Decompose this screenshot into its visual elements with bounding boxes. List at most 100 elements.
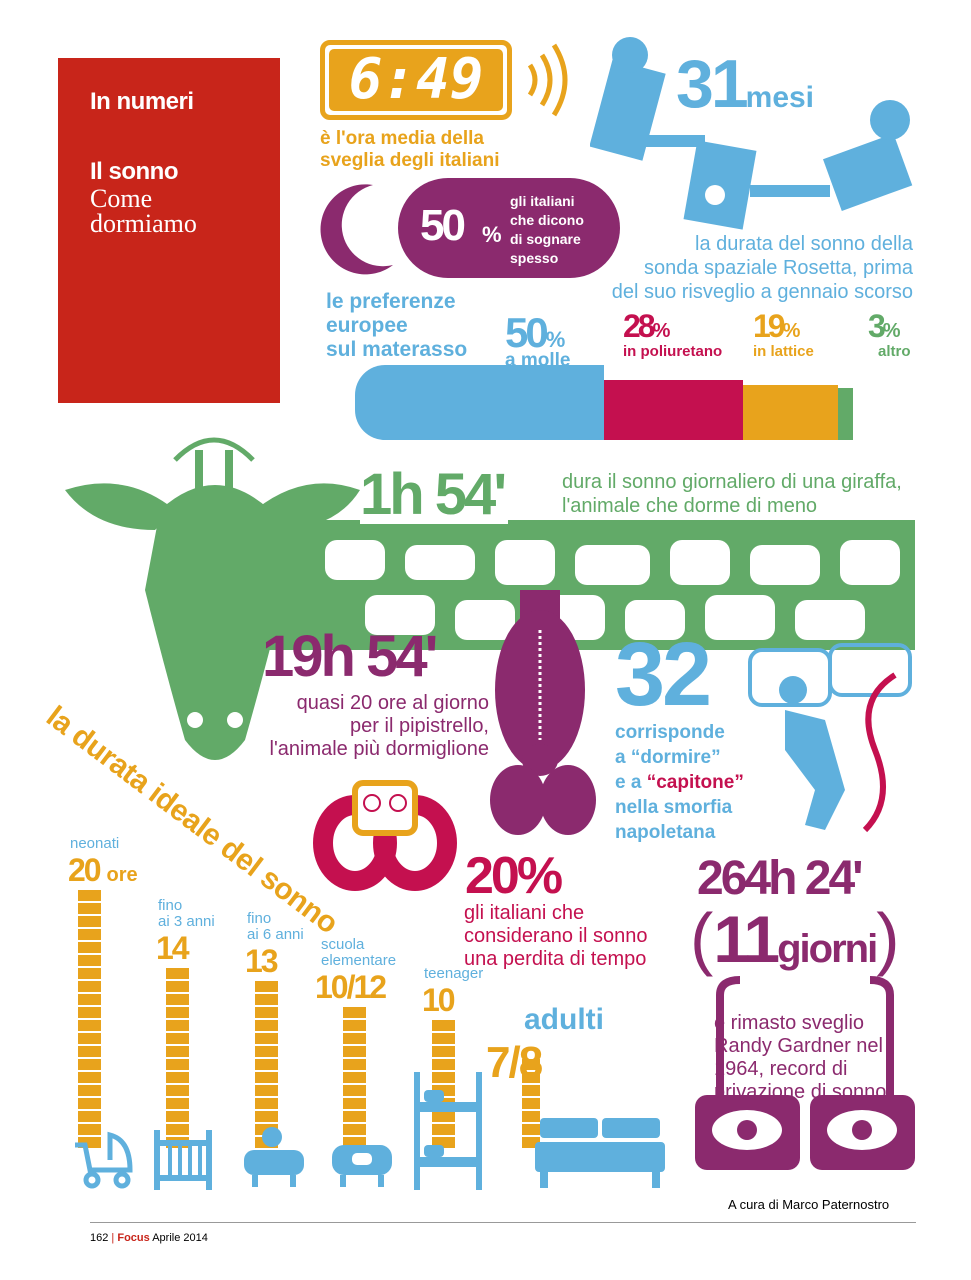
hour-block: [78, 994, 101, 1005]
rosetta-probe-icon: [590, 37, 913, 230]
hour-block: [78, 890, 101, 901]
bat-text: quasi 20 ore al giorno per il pipistrello…: [269, 692, 490, 760]
hour-block: [78, 942, 101, 953]
rosetta-text: la durata del sonno della sonda spaziale …: [611, 233, 913, 303]
mattress-segment: [604, 380, 744, 440]
dreams-unit: %: [482, 222, 502, 247]
double-bed-icon: [535, 1118, 665, 1188]
hour-block: [78, 916, 101, 927]
hour-block: [166, 1020, 189, 1031]
hour-block: [255, 1046, 278, 1057]
mattress-springs: 50% a molle: [505, 309, 571, 372]
mattress-segment: [838, 388, 853, 440]
giraffe-icon: [65, 437, 915, 760]
hour-block: [522, 1059, 540, 1070]
hour-block: [343, 1059, 366, 1070]
hour-block: [522, 1124, 540, 1135]
hour-block: [255, 1059, 278, 1070]
hour-block: [78, 955, 101, 966]
hour-block: [78, 1137, 101, 1148]
bunk-bed-icon: [414, 1072, 482, 1190]
hour-block: [432, 1111, 455, 1122]
gardner-days: (11giorni): [690, 899, 900, 977]
credit: A cura di Marco Paternostro: [728, 1197, 890, 1212]
hour-block: [166, 968, 189, 979]
dream-cloud: 50 % gli italiani che dicono di sognare spe…: [398, 178, 620, 278]
mattress-title: le preferenze europee sul materasso: [326, 290, 468, 361]
hour-block: [255, 1098, 278, 1109]
hour-block: [78, 1124, 101, 1135]
waste-value: 20%: [465, 847, 563, 905]
dreams-text: gli italiani che dicono di sognare spesso: [510, 193, 584, 266]
hour-block: [78, 1072, 101, 1083]
giraffe-text: dura il sonno giornaliero di una giraffa…: [562, 471, 902, 517]
hour-block: [166, 994, 189, 1005]
hour-block: [432, 1137, 455, 1148]
gardner-text: è rimasto sveglio Randy Gardner nel 1964, …: [714, 1012, 887, 1103]
hour-block: [78, 1059, 101, 1070]
sound-waves-icon: [527, 43, 568, 117]
hour-block: [166, 1111, 189, 1122]
hour-block: [78, 903, 101, 914]
knotted-clock-icon: [313, 780, 457, 891]
hour-block: [343, 1046, 366, 1057]
mattress-segment: [743, 385, 839, 440]
gamepad-bed-icon: [332, 1145, 392, 1187]
hour-block: [255, 1020, 278, 1031]
hour-block: [343, 1085, 366, 1096]
hour-block: [255, 1007, 278, 1018]
hour-block: [343, 1137, 366, 1148]
hour-block: [343, 1111, 366, 1122]
ideal-value: 20 ore: [68, 852, 138, 888]
hour-block: [343, 1098, 366, 1109]
section-subtitle: Come dormiamo: [90, 184, 197, 238]
hour-block: [432, 1072, 455, 1083]
hour-block: [343, 1124, 366, 1135]
hour-block: [255, 994, 278, 1005]
mattress-polyurethane: 28% in poliuretano: [623, 308, 723, 360]
hour-block: [432, 1046, 455, 1057]
ideal-label: fino ai 3 anni: [158, 897, 215, 930]
ideal-label: neonati: [70, 835, 120, 852]
ideal-label: scuola elementare: [321, 936, 397, 969]
footer: 162 | Focus Aprile 2014: [90, 1232, 208, 1244]
hour-block: [432, 1085, 455, 1096]
teddy-bed-icon: [244, 1127, 304, 1187]
hour-block: [522, 1098, 540, 1109]
hour-block: [255, 1111, 278, 1122]
mattress-other: 3% altro: [868, 308, 911, 360]
hour-block: [343, 1033, 366, 1044]
hour-block: [522, 1137, 540, 1148]
hour-block: [166, 1059, 189, 1070]
hour-block: [166, 1033, 189, 1044]
ideal-label: adulti: [524, 1002, 604, 1036]
dreams-value: 50: [420, 201, 466, 250]
sidebar-panel: In numeri Il sonno Come dormiamo: [58, 58, 280, 403]
hour-block: [78, 968, 101, 979]
hour-block: [522, 1111, 540, 1122]
hour-block: [255, 1072, 278, 1083]
hour-block: [166, 1072, 189, 1083]
stroller-icon: [75, 1131, 133, 1189]
footer-rule: [90, 1222, 916, 1223]
hour-block: [343, 1072, 366, 1083]
hour-block: [78, 1085, 101, 1096]
bat-value: 19h 54': [262, 624, 438, 689]
ideal-value: 10/12: [315, 969, 387, 1005]
ideal-label: teenager: [424, 965, 484, 982]
hour-block: [522, 1085, 540, 1096]
moon-icon: [320, 184, 393, 275]
section-title: Il sonno: [90, 158, 179, 185]
hour-block: [78, 1046, 101, 1057]
hour-block: [78, 1033, 101, 1044]
bat-icon: [490, 590, 596, 835]
ideal-value: 10: [422, 982, 456, 1018]
hour-block: [166, 1085, 189, 1096]
hour-block: [432, 1124, 455, 1135]
hour-block: [343, 1007, 366, 1018]
hour-block: [255, 1033, 278, 1044]
mattress-bar: [355, 360, 853, 440]
hour-block: [255, 981, 278, 992]
hour-block: [166, 981, 189, 992]
hour-block: [432, 1059, 455, 1070]
